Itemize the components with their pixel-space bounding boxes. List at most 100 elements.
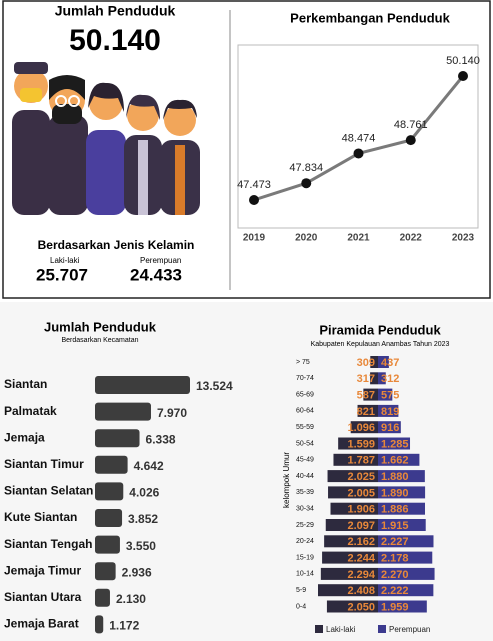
legend-swatch — [315, 625, 323, 633]
value-label: 437 — [381, 357, 399, 369]
pyramid-bar — [320, 567, 378, 580]
bar — [95, 562, 116, 581]
female-label: Perempuan — [140, 256, 181, 265]
value-label: 2.408 — [347, 585, 375, 597]
category-label: Siantan Timur — [4, 457, 84, 471]
value-label: 2.178 — [381, 553, 409, 565]
age-label: 5-9 — [296, 587, 306, 594]
value-label: 819 — [381, 406, 399, 418]
bar — [95, 482, 124, 501]
line-title: Perkembangan Penduduk — [290, 10, 450, 25]
legend-label: Laki-laki — [326, 625, 356, 634]
male-label: Laki-laki — [50, 256, 80, 265]
value-label: 2.050 — [347, 601, 375, 613]
pyramid-bar — [328, 486, 378, 499]
age-label: 45-49 — [296, 457, 314, 464]
pyramid-bar — [350, 421, 378, 434]
pyramid-bar — [326, 600, 378, 613]
category-label: Kute Siantan — [4, 510, 77, 524]
age-label: 40-44 — [296, 473, 314, 480]
value-label: 916 — [381, 422, 399, 434]
age-label: 60-64 — [296, 408, 314, 415]
pyramid-bar — [318, 584, 378, 597]
pyramid-y-label: kelompok Umur — [282, 452, 291, 508]
point — [405, 135, 416, 146]
bar — [95, 509, 123, 527]
bar-subtitle: Berdasarkan Kecamatan — [61, 337, 138, 344]
gender-heading: Berdasarkan Jenis Kelamin — [38, 238, 195, 252]
pyramid-bar — [378, 486, 426, 499]
pyramid-bar — [378, 584, 434, 597]
value-label: 1.915 — [381, 520, 409, 532]
age-label: 50-54 — [296, 440, 314, 447]
value-label: 2.227 — [381, 536, 409, 548]
female-value: 24.433 — [130, 265, 182, 284]
value-label: 821 — [357, 406, 375, 418]
value-label: 1.599 — [347, 438, 375, 450]
point — [353, 148, 364, 159]
age-label: 55-59 — [296, 424, 314, 431]
age-label: 70-74 — [296, 375, 314, 382]
pyramid-bar — [338, 437, 378, 450]
bar-title: Jumlah Penduduk — [44, 319, 157, 334]
value-label: 4.642 — [134, 459, 164, 473]
value-label: 13.524 — [196, 379, 233, 393]
x-tick-label: 2022 — [400, 233, 423, 244]
x-tick-label: 2021 — [347, 233, 370, 244]
value-label: 2.222 — [381, 585, 409, 597]
pyramid-bar — [327, 470, 378, 483]
category-label: Siantan Selatan — [4, 484, 93, 498]
value-label: 48.474 — [342, 132, 376, 144]
people-illustration — [12, 62, 200, 215]
x-tick-label: 2020 — [295, 233, 318, 244]
age-label: 35-39 — [296, 489, 314, 496]
value-label: 575 — [381, 390, 399, 402]
pyramid-bar — [330, 502, 378, 515]
bar — [95, 376, 190, 394]
value-label: 3.852 — [128, 512, 158, 526]
pyramid-bar — [324, 535, 378, 548]
pyramid-bar — [322, 551, 378, 564]
pyramid-bar — [333, 453, 378, 466]
category-label: Siantan Tengah — [4, 537, 92, 551]
pyramid-bar — [378, 551, 433, 564]
pyramid-bar — [378, 356, 389, 368]
value-label: 1.787 — [347, 455, 375, 467]
bar — [95, 402, 151, 421]
pyramid-bar — [378, 421, 401, 434]
bar — [95, 615, 104, 634]
value-label: 2.130 — [116, 592, 146, 606]
value-label: 2.270 — [381, 569, 409, 581]
value-label: 2.162 — [347, 536, 375, 548]
value-label: 2.005 — [347, 487, 375, 499]
bar — [95, 455, 128, 474]
x-tick-label: 2023 — [452, 233, 475, 244]
value-label: 48.761 — [394, 119, 428, 131]
value-label: 1.959 — [381, 601, 409, 613]
legend-swatch — [378, 625, 386, 633]
pyramid-bar — [378, 502, 425, 515]
category-label: Siantan — [4, 377, 47, 391]
pyramid-subtitle: Kabupaten Kepulauan Anambas Tahun 2023 — [311, 341, 450, 348]
pyramid-bar — [363, 388, 378, 401]
value-label: 6.338 — [146, 432, 176, 446]
category-label: Jemaja Timur — [4, 563, 81, 577]
pyramid-bar — [378, 519, 426, 531]
pyramid-bar — [357, 404, 378, 417]
value-label: 1.906 — [347, 504, 375, 516]
value-label: 1.172 — [109, 619, 139, 633]
pyramid-bar — [378, 372, 386, 385]
pyramid-bar — [378, 535, 434, 548]
value-label: 2.097 — [347, 520, 375, 532]
pyramid-bar — [378, 470, 425, 483]
value-label: 4.026 — [129, 486, 159, 500]
legend-label: Perempuan — [389, 625, 430, 634]
category-label: Jemaja — [4, 430, 45, 444]
age-label: > 75 — [296, 359, 310, 366]
point — [249, 195, 259, 205]
pyramid-bar — [378, 453, 420, 466]
bar — [95, 429, 140, 448]
value-label: 2.025 — [347, 471, 375, 483]
value-label: 312 — [381, 373, 399, 385]
